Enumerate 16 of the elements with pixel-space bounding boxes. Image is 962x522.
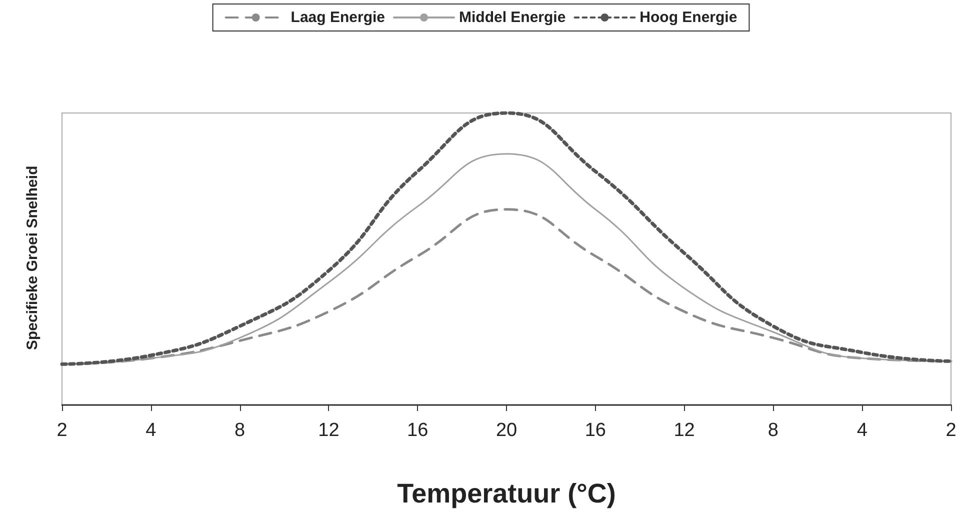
x-tick-label: 8 (768, 420, 778, 441)
x-tick-label: 4 (146, 420, 157, 441)
legend-label: Middel Energie (459, 9, 566, 26)
x-axis-title: Temperatuur (°C) (397, 478, 616, 508)
x-tick-label: 12 (318, 420, 340, 441)
x-tick-label: 16 (407, 420, 428, 441)
x-tick-label: 2 (56, 420, 68, 441)
x-tick-label: 8 (234, 420, 246, 441)
legend-label: Hoog Energie (640, 9, 738, 26)
x-tick-label: 2 (946, 420, 956, 441)
x-tick-label: 16 (584, 420, 606, 441)
x-tick-label: 12 (674, 420, 695, 441)
x-tick-label: 4 (856, 420, 868, 441)
x-tick-label: 20 (496, 420, 518, 441)
y-axis-title: Specifieke Groei Snelheid (24, 166, 41, 350)
legend-label: Laag Energie (290, 9, 386, 26)
